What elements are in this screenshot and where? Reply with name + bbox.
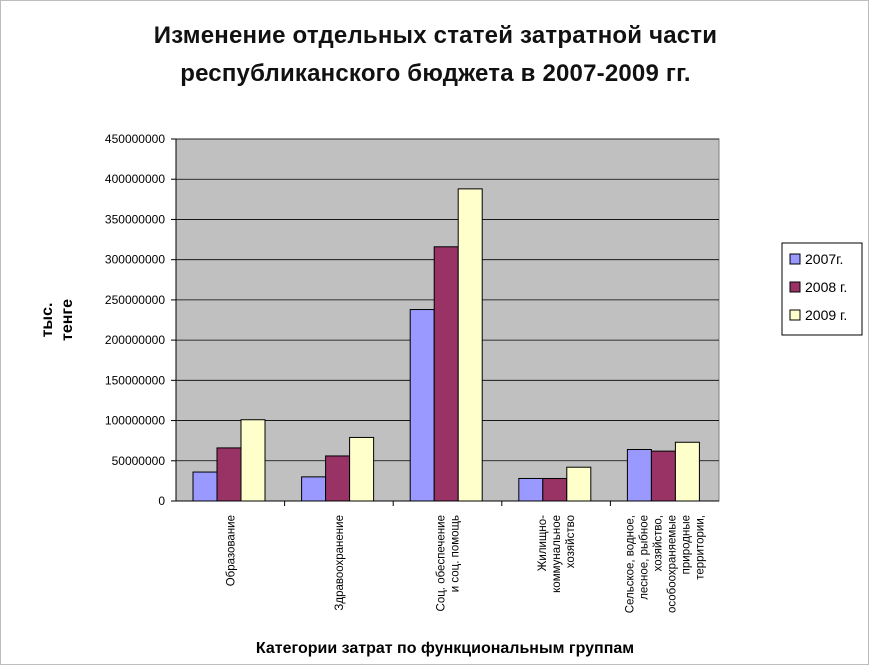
- x-tick-label: природные: [681, 515, 693, 574]
- y-tick-label: 50000000: [112, 454, 166, 468]
- bar-1-cat-1: [192, 471, 218, 502]
- y-tick-label: 400000000: [105, 172, 165, 186]
- x-tick-label: лесное, рыбное: [639, 515, 651, 600]
- y-tick-label: 350000000: [105, 212, 165, 226]
- bar-2-cat-1: [216, 447, 242, 502]
- bar-1-cat-5: [626, 449, 652, 502]
- y-axis-label: тыс.: [39, 303, 56, 338]
- x-tick-label: Соц. обеспечение: [436, 515, 448, 611]
- x-tick-label: хозяйство: [565, 515, 577, 568]
- legend-swatch-3: [789, 309, 801, 321]
- x-tick-label: территории,: [695, 515, 707, 580]
- y-tick-label: 150000000: [105, 373, 165, 387]
- legend-swatch-2: [789, 281, 801, 293]
- bar-1-cat-3: [409, 309, 435, 502]
- x-tick-label: и соц. помощь: [450, 515, 462, 592]
- bar-2-cat-2: [325, 455, 351, 502]
- x-tick-label: Жилищно-: [537, 515, 549, 571]
- chart-title-line-1: Изменение отдельных статей затратной час…: [153, 22, 718, 49]
- legend-label-2: 2008 г.: [805, 279, 847, 295]
- chart-title-line-2: республиканского бюджета в 2007-2009 гг.: [180, 60, 691, 87]
- bar-1-cat-2: [301, 476, 327, 502]
- bar-2-cat-5: [650, 450, 676, 502]
- x-axis-label: Категории затрат по функциональным групп…: [256, 640, 634, 657]
- legend-swatch-1: [789, 253, 801, 265]
- bar-3-cat-1: [240, 419, 266, 502]
- bar-3-cat-4: [566, 466, 592, 502]
- bar-3-cat-5: [674, 441, 700, 502]
- legend-label-1: 2007г.: [805, 251, 843, 267]
- y-tick-label: 450000000: [105, 132, 165, 146]
- bar-3-cat-2: [349, 436, 375, 502]
- y-axis-label: тенге: [59, 299, 76, 341]
- x-tick-label: коммунальное: [551, 515, 563, 593]
- y-tick-label: 200000000: [105, 333, 165, 347]
- y-tick-label: 0: [158, 494, 165, 508]
- x-tick-label: хозяйство,: [653, 515, 665, 571]
- x-tick-label: Образование: [225, 515, 237, 586]
- y-tick-label: 250000000: [105, 293, 165, 307]
- x-tick-label: особоохраняемые: [667, 515, 679, 613]
- x-tick-label: Сельское, водное,: [625, 515, 637, 613]
- bar-1-cat-4: [518, 477, 544, 502]
- y-tick-label: 300000000: [105, 253, 165, 267]
- y-tick-label: 100000000: [105, 414, 165, 428]
- bar-3-cat-3: [457, 188, 483, 502]
- bar-2-cat-4: [542, 477, 568, 502]
- bar-2-cat-3: [433, 246, 459, 502]
- x-tick-label: Здравоохранение: [334, 515, 346, 611]
- legend-label-3: 2009 г.: [805, 307, 847, 323]
